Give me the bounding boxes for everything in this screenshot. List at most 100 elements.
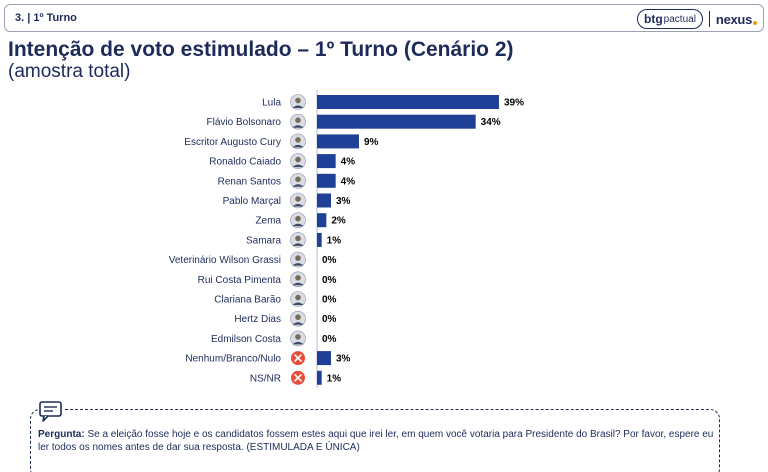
- chart-subtitle: (amostra total): [8, 61, 131, 82]
- avatar-head: [295, 294, 301, 301]
- bar: [317, 114, 476, 129]
- candidate-avatar: [290, 133, 306, 150]
- value-label: 0%: [322, 295, 337, 306]
- btg-logo-text: btg: [644, 12, 663, 26]
- candidate-avatar: [290, 232, 306, 248]
- category-label: Zema: [255, 216, 281, 227]
- btg-pactual-logo: btg pactual: [637, 9, 703, 29]
- value-label: 4%: [341, 157, 356, 168]
- value-label: 3%: [336, 354, 351, 365]
- bar: [317, 370, 322, 385]
- category-label: Nenhum/Branco/Nulo: [185, 354, 281, 365]
- category-label: Flávio Bolsonaro: [207, 117, 282, 128]
- avatar-body: [292, 302, 304, 305]
- candidate-avatar: [290, 291, 306, 307]
- value-label: 0%: [322, 314, 337, 325]
- nexus-logo-dot: [753, 21, 757, 25]
- value-label: 0%: [322, 334, 337, 345]
- nexus-logo: nexus: [715, 11, 752, 27]
- avatar-body: [292, 263, 304, 266]
- x-icon: [291, 370, 305, 385]
- value-label: 9%: [364, 137, 379, 148]
- category-label: Rui Costa Pimenta: [198, 275, 282, 286]
- candidate-avatar: [290, 212, 306, 228]
- avatar-head: [295, 117, 301, 123]
- category-label: Edmilson Costa: [211, 334, 281, 345]
- avatar-head: [295, 314, 301, 320]
- avatar-body: [292, 125, 304, 128]
- bar: [317, 134, 359, 149]
- avatar-head: [295, 156, 301, 163]
- question-text: Pergunta: Se a eleição fosse hoje e os c…: [38, 428, 718, 454]
- avatar-body: [292, 144, 304, 148]
- question-body: Se a eleição fosse hoje e os candidatos …: [38, 429, 714, 453]
- candidate-avatar: [290, 251, 306, 268]
- candidate-avatar: [290, 192, 306, 209]
- category-label: Ronaldo Caiado: [209, 157, 281, 168]
- avatar-body: [292, 322, 304, 325]
- avatar-head: [295, 137, 301, 143]
- avatar-body: [292, 282, 304, 286]
- category-label: Veterinário Wilson Grassi: [169, 255, 281, 266]
- avatar-head: [295, 275, 301, 281]
- avatar-head: [295, 196, 301, 202]
- candidate-avatar: [290, 271, 306, 288]
- value-label: 1%: [327, 235, 342, 246]
- value-label: 39%: [504, 98, 524, 109]
- header-bar: 3. | 1º Turno btg pactual nexus: [4, 4, 764, 32]
- avatar-head: [295, 97, 301, 104]
- avatar-body: [292, 223, 304, 227]
- avatar-head: [295, 215, 301, 222]
- value-label: 1%: [327, 373, 342, 384]
- avatar-body: [292, 341, 304, 345]
- pactual-logo-text: pactual: [663, 13, 696, 25]
- bar: [317, 173, 336, 188]
- bar-chart: Lula 39% Flávio Bolsonaro 34% Escritor Augus…: [169, 90, 524, 388]
- value-label: 4%: [341, 176, 356, 187]
- avatar-head: [295, 255, 301, 261]
- bar: [317, 193, 331, 208]
- brand-logos: btg pactual nexus: [637, 9, 757, 29]
- category-label: NS/NR: [250, 373, 281, 384]
- candidate-avatar: [290, 173, 306, 189]
- question-label: Pergunta:: [38, 429, 85, 440]
- avatar-body: [292, 164, 304, 168]
- x-icon: [291, 351, 305, 366]
- category-label: Clariana Barão: [214, 295, 281, 306]
- category-label: Pablo Marçal: [223, 196, 281, 207]
- x-icon-cross: [294, 374, 302, 382]
- category-label: Hertz Dias: [234, 314, 281, 325]
- question-box: [30, 409, 720, 472]
- bar: [317, 154, 336, 169]
- avatar-head: [295, 334, 301, 340]
- category-label: Lula: [262, 98, 281, 109]
- candidate-avatar: [290, 310, 306, 327]
- avatar-body: [292, 243, 304, 246]
- section-label: 3. | 1º Turno: [15, 12, 77, 24]
- bar: [317, 213, 327, 228]
- avatar-head: [295, 176, 301, 183]
- question-chat-icon: [38, 400, 64, 422]
- avatar-body: [292, 184, 304, 187]
- value-label: 34%: [481, 117, 501, 128]
- category-label: Renan Santos: [218, 176, 281, 187]
- value-label: 0%: [322, 255, 337, 266]
- chart-title: Intenção de voto estimulado – 1º Turno (…: [8, 38, 514, 61]
- candidate-avatar: [290, 330, 306, 347]
- bar: [317, 95, 499, 109]
- category-label: Samara: [246, 235, 281, 246]
- value-label: 3%: [336, 196, 351, 207]
- brand-divider: [708, 11, 710, 27]
- avatar-body: [292, 204, 304, 207]
- candidate-avatar: [290, 94, 306, 110]
- value-label: 2%: [331, 216, 346, 227]
- candidate-avatar: [290, 153, 306, 169]
- value-label: 0%: [322, 275, 337, 286]
- category-label: Escritor Augusto Cury: [184, 137, 281, 148]
- bar: [317, 232, 322, 247]
- avatar-body: [292, 105, 304, 108]
- x-icon-cross: [294, 354, 302, 362]
- bar: [317, 351, 331, 366]
- avatar-head: [295, 235, 301, 242]
- candidate-avatar: [290, 113, 306, 130]
